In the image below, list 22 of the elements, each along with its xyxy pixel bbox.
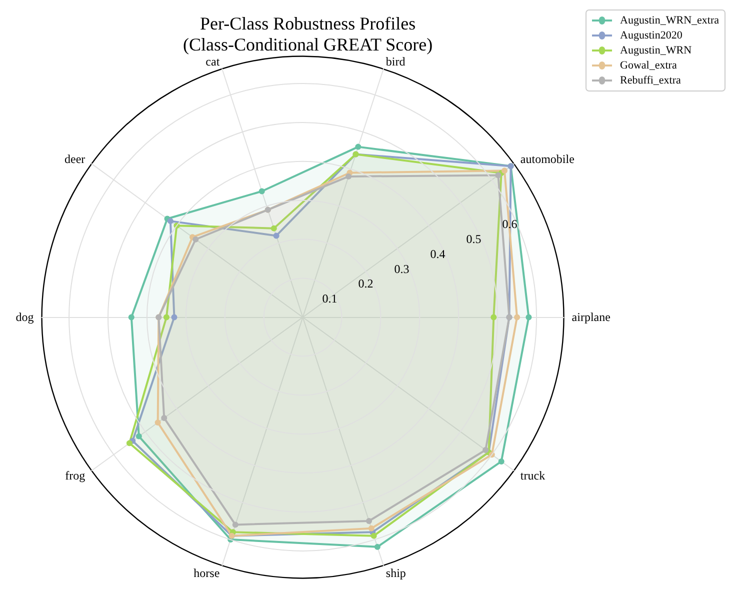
spoke-label: airplane [572, 310, 610, 324]
y-tick-label: 0.5 [466, 232, 482, 246]
spoke-label: frog [65, 468, 86, 482]
y-tick-label: 0.6 [502, 217, 518, 232]
legend-label: Gowal_extra [620, 60, 677, 72]
spoke-label: bird [386, 54, 406, 68]
legend-label: Augustin_WRN [620, 44, 692, 56]
y-tick-label: 0.3 [394, 262, 410, 276]
legend-label: Augustin2020 [620, 30, 683, 42]
y-tick-label: 0.1 [322, 292, 338, 306]
spoke-label: deer [64, 152, 86, 166]
spoke-label: horse [194, 566, 220, 580]
text: Per-Class Robustness Profiles (Class-Conditional GREAT Score) [182, 14, 433, 54]
spoke-label: automobile [520, 152, 574, 166]
spoke-label: dog [16, 310, 34, 324]
y-tick-label: 0.2 [358, 276, 374, 291]
y-tick-label: 0.4 [430, 246, 446, 261]
spoke-label: cat [206, 54, 220, 68]
spoke-label: truck [520, 468, 546, 482]
spoke-label: ship [386, 566, 406, 580]
legend-label: Rebuffi_extra [620, 74, 682, 86]
legend-label: Augustin_WRN_extra [620, 14, 720, 26]
